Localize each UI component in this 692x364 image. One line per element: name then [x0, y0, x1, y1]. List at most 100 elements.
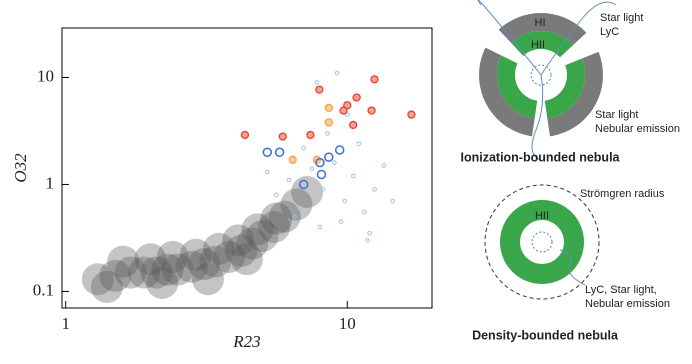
data-point: [315, 85, 324, 94]
data-point: [188, 248, 221, 281]
data-point: [301, 145, 306, 151]
data-point: [199, 245, 232, 278]
hi-label: HI: [535, 17, 546, 29]
data-point: [146, 266, 179, 299]
data-point: [128, 256, 161, 289]
data-point: [334, 70, 340, 76]
data-point: [114, 256, 147, 289]
bottom-label: Strömgren radius: [580, 188, 665, 200]
top-label: Star light: [600, 12, 643, 24]
data-point: [107, 245, 140, 278]
plot-frame: [61, 27, 433, 309]
data-point: [316, 169, 327, 180]
gap: [541, 20, 618, 75]
data-point: [241, 213, 274, 246]
data-point: [344, 112, 350, 117]
data-point: [288, 155, 297, 164]
top-label: Star light: [595, 109, 638, 121]
data-point: [292, 214, 297, 219]
data-point: [365, 238, 370, 243]
y-tick-label: 10: [37, 66, 54, 85]
data-point: [324, 103, 333, 112]
y-axis-label: O32: [11, 153, 30, 183]
ionization-diagram: HI HII Star light LyC Star light Nebular…: [460, 0, 680, 164]
data-point: [367, 106, 376, 115]
data-point: [175, 250, 208, 283]
data-point: [191, 263, 224, 296]
data-point: [222, 224, 255, 257]
data-point: [179, 238, 212, 271]
data-point: [372, 187, 377, 192]
x-tick-label: 10: [339, 314, 356, 333]
data-point: [325, 131, 330, 136]
star-cluster: [531, 231, 553, 253]
data-point: [338, 219, 344, 224]
data-point: [286, 177, 292, 183]
top-label: LyC: [600, 26, 619, 38]
caption: Density-bounded nebula: [472, 328, 619, 342]
data-point: [140, 256, 173, 289]
hii-ring: [500, 200, 584, 284]
data-point: [317, 224, 323, 230]
density-diagram: HII Strömgren radius LyC, Star light, Ne…: [472, 184, 670, 342]
data-point: [156, 240, 189, 273]
data-point: [151, 253, 184, 286]
data-point: [212, 240, 245, 273]
stromgren-circle: [484, 184, 600, 300]
hii-label: HII: [535, 210, 549, 222]
data-point: [370, 75, 379, 84]
data-point: [334, 145, 345, 155]
y-tick-label: 1: [46, 173, 55, 192]
data-point: [274, 147, 285, 157]
data-point: [306, 130, 315, 140]
data-point: [342, 198, 348, 204]
data-point: [407, 110, 416, 119]
data-point: [268, 200, 301, 233]
data-point: [339, 106, 348, 115]
data-point: [297, 205, 303, 211]
data-point: [314, 80, 320, 85]
data-point: [320, 187, 326, 192]
hii-label: HII: [531, 39, 545, 51]
data-point: [246, 219, 279, 252]
light-path: [559, 249, 586, 286]
bottom-label: LyC, Star light,: [585, 284, 657, 296]
light-path: [477, 0, 617, 161]
bottom-label: Nebular emission: [585, 298, 670, 310]
caption: Ionization-bounded nebula: [460, 150, 620, 164]
star-cluster: [530, 64, 552, 86]
data-point: [202, 232, 235, 265]
data-point: [298, 179, 309, 190]
data-point: [264, 169, 270, 175]
data-point: [260, 202, 293, 235]
data-point: [99, 259, 132, 292]
data-point: [258, 211, 291, 244]
data-point: [236, 227, 269, 260]
data-point: [362, 209, 367, 215]
data-point: [230, 243, 263, 276]
data-point: [324, 118, 333, 127]
data-point: [367, 230, 372, 236]
gap: [470, 18, 541, 75]
data-point: [278, 132, 287, 141]
data-point: [381, 163, 387, 168]
data-point: [274, 192, 279, 198]
data-point: [240, 130, 250, 140]
data-point: [161, 253, 194, 286]
data-point: [315, 157, 325, 168]
data-point: [352, 93, 361, 102]
data-point: [81, 263, 114, 296]
data-point: [332, 160, 337, 165]
data-point: [350, 173, 356, 179]
data-point: [134, 243, 167, 276]
data-point: [324, 152, 334, 162]
top-label: Nebular emission: [595, 123, 680, 135]
data-point: [262, 147, 273, 157]
data-point: [225, 234, 258, 267]
x-axis-label: R23: [232, 332, 260, 351]
data-point: [90, 271, 123, 304]
data-point: [356, 141, 362, 147]
x-tick-label: 1: [61, 314, 70, 333]
data-point: [390, 198, 395, 204]
